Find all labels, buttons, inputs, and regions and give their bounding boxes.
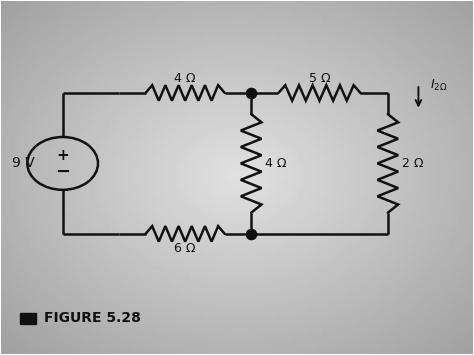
Text: FIGURE 5.28: FIGURE 5.28: [44, 311, 141, 326]
Text: 9 V: 9 V: [12, 157, 35, 170]
Text: 4 Ω: 4 Ω: [174, 72, 196, 85]
Text: −: −: [55, 163, 70, 181]
Text: 4 Ω: 4 Ω: [265, 157, 286, 170]
Text: 5 Ω: 5 Ω: [309, 72, 330, 85]
Text: 2 Ω: 2 Ω: [401, 157, 423, 170]
Text: +: +: [56, 148, 69, 163]
Bar: [20, 312, 36, 324]
Text: $I_{2\Omega}$: $I_{2\Omega}$: [430, 78, 448, 93]
Text: 6 Ω: 6 Ω: [174, 242, 196, 255]
Point: [247, 231, 255, 237]
Point: [247, 90, 255, 96]
